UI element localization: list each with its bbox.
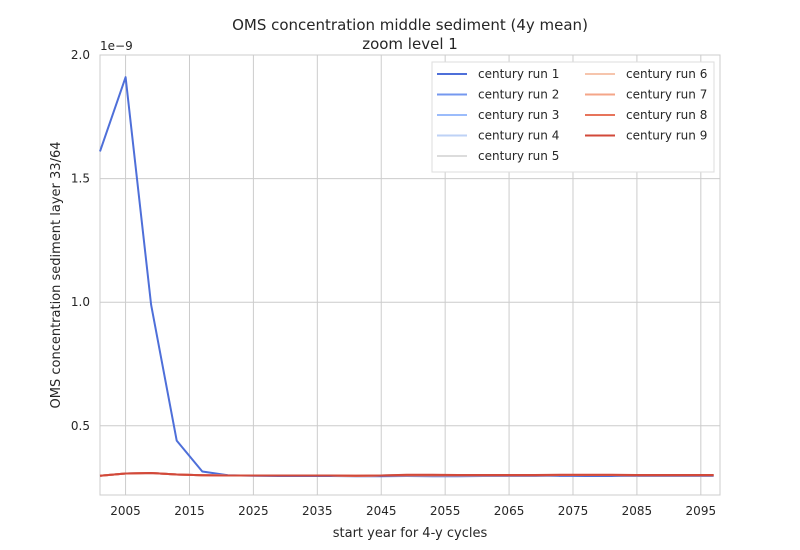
series-lines: [99, 76, 714, 478]
x-axis-label: start year for 4-y cycles: [333, 526, 488, 541]
legend-item: century run 8: [585, 108, 707, 122]
legend-item: century run 2: [437, 88, 559, 102]
legend-label: century run 1: [478, 67, 559, 81]
legend: century run 1 century run 2 century run 3 c…: [431, 61, 715, 173]
x-tick-label: 2065: [494, 504, 525, 518]
legend-label: century run 3: [478, 108, 559, 122]
y-tick-label: 0.5: [71, 419, 90, 433]
x-tick-label: 2055: [430, 504, 461, 518]
legend-label: century run 2: [478, 88, 559, 102]
x-tick-label: 2025: [238, 504, 269, 518]
y-offset-label: 1e−9: [100, 39, 133, 53]
legend-box: [431, 61, 715, 173]
x-tick-label: 2075: [558, 504, 589, 518]
legend-item: century run 3: [437, 108, 559, 122]
x-tick-label: 2045: [366, 504, 397, 518]
legend-label: century run 6: [626, 67, 707, 81]
legend-item: century run 6: [585, 67, 707, 81]
legend-item: century run 1: [437, 67, 559, 81]
x-tick-label: 2035: [302, 504, 333, 518]
legend-item: century run 4: [437, 129, 559, 143]
x-tick-label: 2005: [110, 504, 141, 518]
series-line: [99, 472, 714, 477]
x-tick-label: 2015: [174, 504, 205, 518]
x-tick-label: 2095: [686, 504, 717, 518]
legend-label: century run 8: [626, 108, 707, 122]
legend-item: century run 9: [585, 129, 707, 143]
x-tick-labels: 2005 2015 2025 2035 2045 2055 2065 2075 2085 2095: [110, 504, 716, 518]
chart-title: OMS concentration middle sediment (4y me…: [232, 16, 588, 34]
legend-label: century run 7: [626, 88, 707, 102]
legend-label: century run 4: [478, 129, 559, 143]
x-tick-label: 2085: [622, 504, 653, 518]
y-tick-label: 1.5: [71, 172, 90, 186]
legend-label: century run 9: [626, 129, 707, 143]
y-tick-labels: 0.5 1.0 1.5 2.0: [71, 48, 90, 433]
legend-item: century run 7: [585, 88, 707, 102]
legend-label: century run 5: [478, 149, 559, 163]
y-axis-label: OMS concentration sediment layer 33/64: [49, 142, 64, 409]
y-tick-label: 1.0: [71, 295, 90, 309]
chart-subtitle: zoom level 1: [362, 35, 458, 53]
legend-item: century run 5: [437, 149, 559, 163]
y-tick-label: 2.0: [71, 48, 90, 62]
